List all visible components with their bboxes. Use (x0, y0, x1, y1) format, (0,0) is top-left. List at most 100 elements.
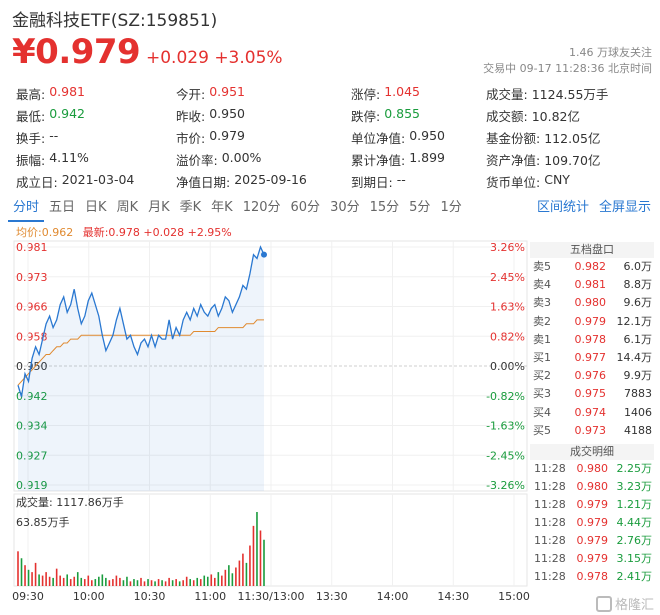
order-price: 0.975 (574, 387, 607, 401)
x-tick: 13:30 (316, 590, 348, 603)
y-tick-left: 0.981 (16, 241, 48, 254)
trade-time: 11:28 (534, 498, 566, 511)
trade-volume: 3.23万 (616, 480, 653, 493)
stat-label: 货币单位: (486, 175, 541, 190)
tab-10[interactable]: 15分 (369, 200, 400, 215)
trade-price: 0.980 (576, 480, 609, 493)
volume-bar (256, 512, 258, 586)
stat-label: 成交量: (486, 87, 528, 102)
volume-bar (224, 569, 227, 586)
volume-bar (48, 576, 51, 586)
volume-bar (80, 577, 83, 586)
y-tick-right: 3.26% (490, 241, 525, 254)
y-tick-left: 0.927 (16, 449, 48, 462)
order-book-row: 买5 0.973 4188 (530, 422, 654, 440)
tab-4[interactable]: 月K (148, 200, 170, 215)
order-price: 0.977 (574, 350, 607, 364)
avg-price-line (17, 319, 264, 386)
stat-value: 0.979 (209, 128, 246, 143)
fullscreen-link[interactable]: 全屏显示 (598, 200, 651, 215)
price-line (17, 245, 265, 397)
order-book: 五档盘口 卖5 0.982 6.0万 卖4 0.981 8.8万 卖3 0.980 9.6万 卖2… (530, 242, 654, 440)
period-tabs: 分时 五日 日K 周K 月K 季K 年K 120分 60分 30分 15分 5分 1分 区间统计 全屏显示 (8, 196, 656, 222)
order-level: 卖5 (533, 260, 551, 273)
y-tick-right: -2.45% (486, 449, 525, 462)
tab-1[interactable]: 五日 (49, 200, 76, 215)
stat-cell: 累计净值: 1.899 (351, 150, 486, 172)
volume-bar (66, 574, 68, 586)
trade-price: 0.979 (576, 498, 609, 511)
order-book-row: 卖5 0.982 6.0万 (530, 258, 654, 276)
tab-2[interactable]: 日K (85, 200, 107, 215)
tab-7[interactable]: 120分 (242, 200, 281, 215)
trade-row: 11:28 0.979 2.76万 (530, 532, 654, 550)
volume-bar (91, 580, 93, 586)
volume-bar (126, 576, 128, 586)
stat-value: 2025-09-16 (234, 172, 307, 187)
stat-cell: 昨收: 0.950 (176, 106, 351, 128)
y-tick-left: 0.950 (16, 360, 48, 373)
order-volume: 6.0万 (623, 260, 653, 273)
volume-bar (242, 553, 244, 586)
volume-max: 63.85万手 (16, 516, 70, 529)
follower-count[interactable]: 1.46 万球友关注 (569, 46, 652, 59)
order-volume: 14.4万 (616, 350, 653, 364)
stat-label: 到期日: (351, 175, 393, 190)
order-level: 卖2 (533, 314, 551, 328)
order-level: 买4 (533, 405, 551, 419)
order-volume: 1406 (624, 405, 652, 419)
stat-cell: 最低: 0.942 (16, 106, 176, 128)
tab-0[interactable]: 分时 (8, 196, 45, 222)
trade-price: 0.980 (576, 462, 609, 475)
tab-8[interactable]: 60分 (290, 200, 321, 215)
order-book-row: 卖4 0.981 8.8万 (530, 276, 654, 294)
order-level: 卖3 (533, 296, 551, 310)
x-tick: 14:30 (437, 590, 469, 603)
stat-value: CNY (544, 172, 570, 187)
stat-cell: 溢价率: 0.00% (176, 150, 351, 172)
stats-row: 换手: -- 市价: 0.979 单位净值: 0.950 基金份额: 112.05亿 (16, 128, 656, 150)
order-volume: 9.6万 (623, 296, 653, 310)
tab-6[interactable]: 年K (211, 200, 233, 215)
order-book-row: 买3 0.975 7883 (530, 385, 654, 403)
trade-volume: 1.21万 (616, 498, 653, 511)
volume-bar (199, 579, 202, 586)
chart-legend: 均价:0.962 最新:0.978 +0.028 +2.95% (16, 224, 232, 240)
trade-volume: 2.76万 (616, 534, 653, 547)
order-book-row: 卖3 0.980 9.6万 (530, 294, 654, 312)
stats-row: 最高: 0.981 今开: 0.951 涨停: 1.045 成交量: 1124.55万手 (16, 84, 656, 106)
order-level: 买2 (533, 369, 551, 383)
stats-row: 振幅: 4.11% 溢价率: 0.00% 累计净值: 1.899 资产净值: 109.70亿 (16, 150, 656, 172)
volume-bar (20, 558, 23, 586)
order-price: 0.973 (574, 423, 607, 437)
volume-bar (140, 577, 142, 586)
volume-bar (73, 576, 76, 586)
order-volume: 7883 (624, 387, 652, 401)
tab-12[interactable]: 1分 (440, 200, 462, 215)
range-stats-link[interactable]: 区间统计 (536, 200, 589, 215)
x-tick: 11:30/13:00 (237, 590, 304, 603)
tab-5[interactable]: 季K (179, 200, 202, 215)
trade-details: 成交明细 11:28 0.980 2.25万 11:28 0.980 3.23万 11:28… (530, 444, 654, 586)
order-level: 买5 (533, 423, 551, 437)
security-title: 金融科技ETF(SZ:159851) (12, 11, 218, 31)
order-price: 0.978 (574, 332, 607, 346)
stat-cell: 换手: -- (16, 128, 176, 150)
stat-cell: 单位净值: 0.950 (351, 128, 486, 150)
volume-bar (115, 575, 118, 586)
volume-bar (182, 580, 184, 586)
stat-label: 跌停: (351, 109, 381, 124)
order-level: 买1 (533, 350, 551, 364)
tab-9[interactable]: 30分 (330, 200, 360, 215)
order-price: 0.974 (574, 405, 607, 419)
tab-3[interactable]: 周K (116, 200, 139, 215)
volume-bar (24, 565, 26, 586)
stat-label: 最低: (16, 109, 46, 124)
trade-price: 0.979 (576, 534, 609, 547)
stat-cell: 到期日: -- (351, 172, 486, 194)
stat-value: 10.82亿 (531, 109, 581, 124)
stat-value: 0.855 (384, 106, 421, 121)
volume-bar (161, 580, 163, 586)
tab-11[interactable]: 5分 (409, 200, 431, 215)
